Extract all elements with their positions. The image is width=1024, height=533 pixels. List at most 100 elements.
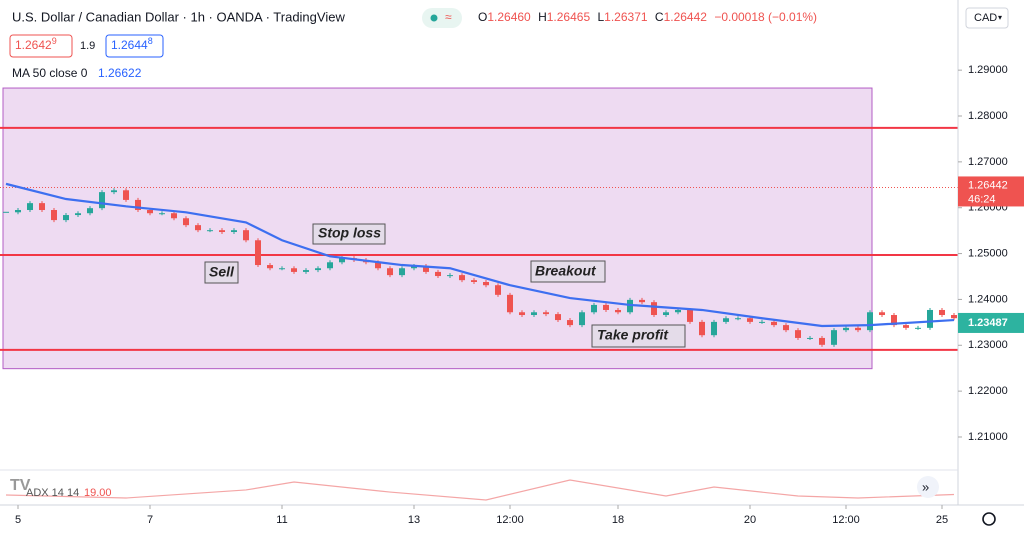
candle <box>939 309 945 316</box>
candle <box>435 271 441 277</box>
candle <box>39 203 45 211</box>
adx-line <box>5 479 955 501</box>
candle <box>111 190 117 193</box>
symbol-title: U.S. Dollar / Canadian Dollar · 1h · OAN… <box>12 9 345 24</box>
ohlc-change: −0.00018 (−0.01%) <box>714 10 817 24</box>
candle <box>471 280 477 282</box>
candle <box>447 275 453 277</box>
y-tick-label: 1.21000 <box>968 431 1008 443</box>
candle <box>207 230 213 232</box>
candle <box>747 318 753 322</box>
buy-price-main: 1.2644 <box>111 38 148 52</box>
y-tick-label: 1.28000 <box>968 110 1008 122</box>
candle <box>87 208 93 214</box>
candle <box>711 321 717 336</box>
annotation: Stop loss <box>318 225 381 241</box>
candle <box>27 203 33 211</box>
candle <box>771 321 777 326</box>
last-price-label: 1.26442 <box>968 179 1008 191</box>
y-tick-label: 1.23000 <box>968 339 1008 351</box>
candle <box>387 268 393 276</box>
candle <box>123 190 129 200</box>
candle <box>567 320 573 326</box>
candle <box>159 213 165 215</box>
candle <box>147 210 153 214</box>
candle <box>843 327 849 331</box>
candle <box>723 318 729 322</box>
candle <box>579 312 585 326</box>
dropdown-icon: ▾ <box>998 13 1002 22</box>
y-tick-label: 1.25000 <box>968 247 1008 259</box>
settings-icon[interactable] <box>982 512 996 526</box>
x-tick-label: 5 <box>15 514 21 526</box>
candle <box>411 265 417 269</box>
candle <box>219 230 225 233</box>
ohlc-value: 1.26465 <box>547 10 591 24</box>
candle <box>603 304 609 310</box>
candle <box>135 199 141 211</box>
candle <box>399 268 405 276</box>
ohlc-value: 1.26371 <box>604 10 648 24</box>
ohlc-key: H <box>538 10 547 24</box>
candle <box>915 327 921 329</box>
status-pill[interactable] <box>422 8 462 28</box>
ohlc-value: 1.26460 <box>487 10 531 24</box>
candle <box>927 309 933 328</box>
ohlc-key: L <box>597 10 604 24</box>
candle <box>783 325 789 331</box>
candle <box>759 321 765 323</box>
candle <box>555 314 561 321</box>
countdown: 46:24 <box>968 193 996 205</box>
x-tick-label: 11 <box>276 514 287 526</box>
candle <box>687 309 693 322</box>
x-tick-label: 20 <box>744 514 756 526</box>
y-tick-label: 1.22000 <box>968 385 1008 397</box>
x-tick-label: 12:00 <box>832 514 860 526</box>
candle <box>807 337 813 339</box>
candle <box>735 318 741 320</box>
sell-price-main: 1.2642 <box>15 38 52 52</box>
sell-button[interactable] <box>9 34 73 58</box>
annotation: Breakout <box>535 263 597 279</box>
ma-price-label: 1.23487 <box>968 317 1008 329</box>
candle <box>375 262 381 269</box>
zone <box>2 87 873 370</box>
x-tick-label: 12:00 <box>496 514 524 526</box>
candle <box>99 192 105 209</box>
moving-average <box>5 182 955 328</box>
candle <box>903 325 909 328</box>
candle <box>675 309 681 313</box>
candle <box>663 312 669 316</box>
ma-legend: MA 50 close 0 <box>12 66 88 80</box>
annotation-box <box>591 324 686 348</box>
candle <box>279 268 285 270</box>
sell-pip: 9 <box>52 36 57 46</box>
annotation-box <box>312 223 386 245</box>
candle <box>831 330 837 345</box>
x-tick-label: 7 <box>147 514 153 526</box>
candle <box>327 262 333 269</box>
spread: 1.9 <box>80 40 95 52</box>
candle <box>195 225 201 231</box>
buy-pip: 8 <box>148 36 153 46</box>
candle <box>183 218 189 226</box>
x-tick-label: 13 <box>408 514 420 526</box>
candle <box>483 282 489 286</box>
candle <box>891 315 897 326</box>
candle <box>531 312 537 316</box>
candle <box>651 302 657 316</box>
currency-button[interactable] <box>965 7 1009 29</box>
annotation: Sell <box>209 264 235 280</box>
candle <box>855 327 861 331</box>
candle <box>243 230 249 241</box>
scroll-button[interactable] <box>917 476 939 498</box>
candle <box>231 230 237 233</box>
last-price-tag <box>958 176 1024 207</box>
candle <box>75 213 81 216</box>
candle <box>15 210 21 213</box>
candle <box>339 258 345 263</box>
candle <box>951 315 957 319</box>
buy-button[interactable] <box>105 34 164 58</box>
